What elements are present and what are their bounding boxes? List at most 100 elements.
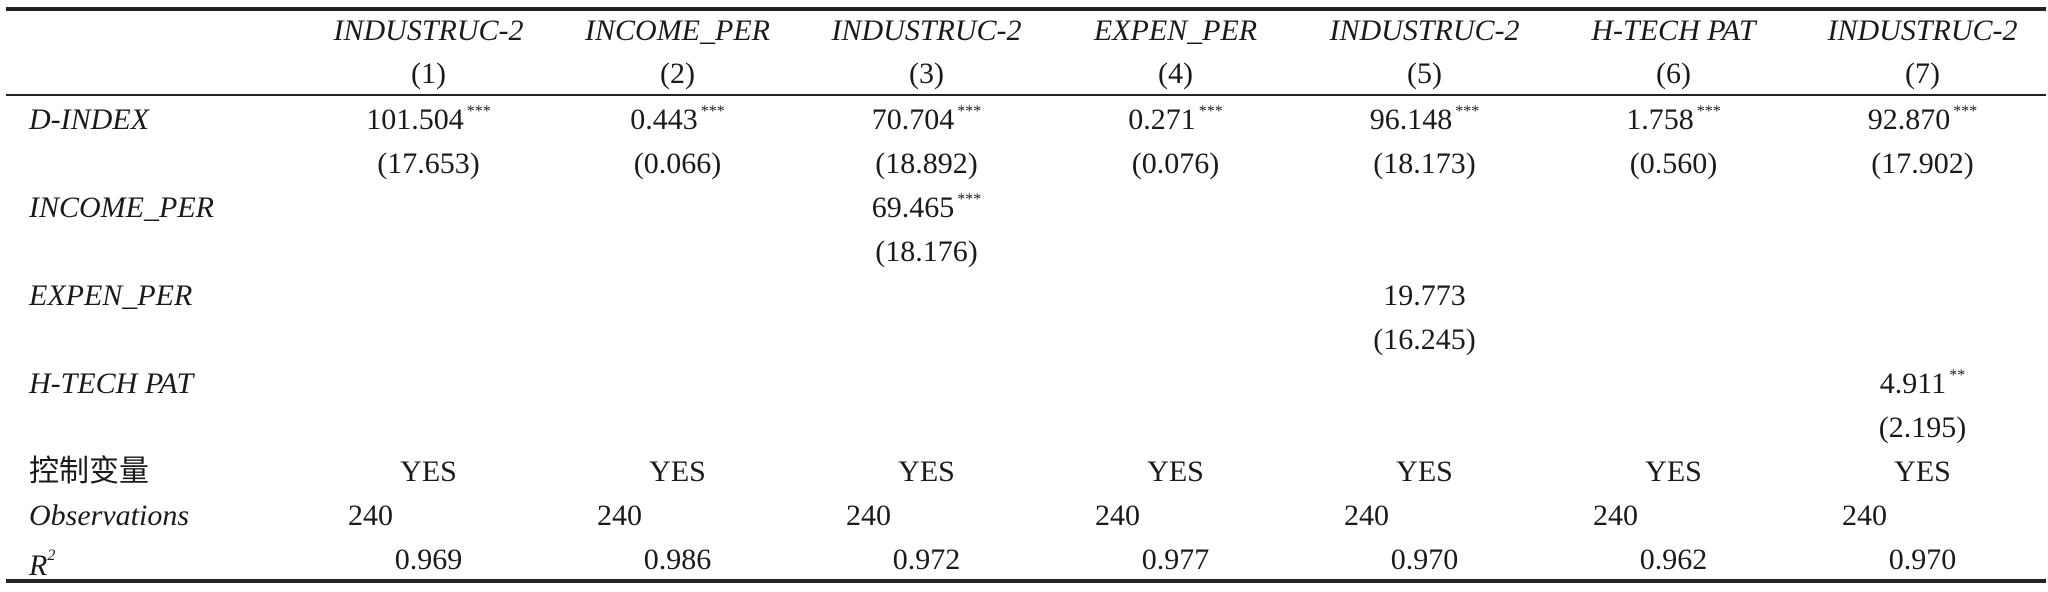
- table-row: 控制变量 YES YES YES YES YES YES YES: [0, 450, 2048, 494]
- table-cell: 240: [553, 494, 802, 538]
- significance-stars: ***: [466, 103, 491, 120]
- column-header: (4): [1158, 57, 1193, 90]
- table-cell: 96.148 ***: [1300, 98, 1549, 142]
- cell-value: 0.977: [1141, 543, 1210, 576]
- cell-value: YES: [898, 455, 955, 488]
- column-header: (1): [411, 57, 446, 90]
- cell-value: YES: [649, 455, 706, 488]
- cell-value: 0.443: [630, 103, 698, 136]
- cell-value: YES: [400, 455, 457, 488]
- cell-value: 0.972: [892, 543, 961, 576]
- column-header: INDUSTRUC-2: [831, 14, 1022, 47]
- cell-value: (18.892): [875, 147, 978, 180]
- header-row: INDUSTRUC-2 INCOME_PER INDUSTRUC-2 EXPEN_PE…: [0, 9, 2048, 53]
- cell-value: (0.066): [633, 147, 722, 180]
- column-header: (2): [660, 57, 695, 90]
- cell-value: 96.148: [1369, 103, 1453, 136]
- table-cell: (0.560): [1549, 142, 1798, 186]
- column-header: INDUSTRUC-2: [1329, 14, 1520, 47]
- table-cell: 0.443 ***: [553, 98, 802, 142]
- table-cell: (18.173): [1300, 142, 1549, 186]
- table-cell: (17.902): [1798, 142, 2047, 186]
- row-label: 控制变量: [29, 450, 149, 494]
- cell-value: (2.195): [1878, 411, 1967, 444]
- column-header: (7): [1905, 57, 1940, 90]
- table-cell: (18.892): [802, 142, 1051, 186]
- cell-value: (17.902): [1871, 147, 1974, 180]
- table-cell: 240: [1798, 494, 2047, 538]
- table-cell: 0.970: [1300, 538, 1549, 582]
- table-cell: 0.972: [802, 538, 1051, 582]
- table-cell: 4.911 **: [1798, 362, 2047, 406]
- superscript: 2: [47, 547, 56, 564]
- row-label-text: INCOME_PER: [29, 191, 214, 224]
- table-cell: 19.773: [1300, 274, 1549, 318]
- table-cell: 70.704 ***: [802, 98, 1051, 142]
- cell-value: (0.560): [1629, 147, 1718, 180]
- table-row: R2 0.969 0.986 0.972 0.977 0.970 0.962 0.970: [0, 538, 2048, 582]
- significance-stars: ***: [1455, 103, 1480, 120]
- cell-value: 0.271: [1128, 103, 1196, 136]
- table-cell: YES: [304, 450, 553, 494]
- table-cell: YES: [1798, 450, 2047, 494]
- cell-value: (16.245): [1373, 323, 1476, 356]
- cell-value: 240: [846, 499, 891, 532]
- cell-value: 4.911: [1879, 367, 1947, 400]
- row-label: INCOME_PER: [29, 186, 214, 230]
- significance-stars: ***: [957, 103, 982, 120]
- row-label-text: D-INDEX: [29, 103, 149, 136]
- significance-stars: ***: [1198, 103, 1223, 120]
- table-row: EXPEN_PER 19.773: [0, 274, 2048, 318]
- cell-value: 0.962: [1639, 543, 1708, 576]
- significance-stars: ***: [1953, 103, 1978, 120]
- cell-value: YES: [1396, 455, 1453, 488]
- table-cell: 0.986: [553, 538, 802, 582]
- row-label: H-TECH PAT: [29, 362, 193, 406]
- table-cell: 0.962: [1549, 538, 1798, 582]
- table-row: (17.653) (0.066) (18.892) (0.076) (18.173) (0…: [0, 142, 2048, 186]
- cell-value: YES: [1147, 455, 1204, 488]
- row-label-text: 控制变量: [29, 455, 149, 488]
- table-cell: 69.465 ***: [802, 186, 1051, 230]
- table-cell: 240: [1051, 494, 1300, 538]
- cell-value: (17.653): [377, 147, 480, 180]
- row-label: R2: [29, 538, 55, 588]
- significance-stars: ***: [1696, 103, 1721, 120]
- table-row: Observations 240 240 240 240 240 240 240: [0, 494, 2048, 538]
- cell-value: 19.773: [1383, 279, 1466, 312]
- cell-value: (18.176): [875, 235, 978, 268]
- table-cell: YES: [1300, 450, 1549, 494]
- column-header: H-TECH PAT: [1591, 14, 1756, 47]
- column-header: INDUSTRUC-2: [333, 14, 524, 47]
- significance-stars: ***: [700, 103, 725, 120]
- row-label: EXPEN_PER: [29, 274, 192, 318]
- table-cell: 240: [1300, 494, 1549, 538]
- column-header: (3): [909, 57, 944, 90]
- cell-value: 0.986: [643, 543, 712, 576]
- cell-value: 240: [1095, 499, 1140, 532]
- table-cell: 240: [802, 494, 1051, 538]
- cell-value: 1.758: [1626, 103, 1694, 136]
- table-cell: YES: [553, 450, 802, 494]
- table-cell: YES: [802, 450, 1051, 494]
- significance-stars: ***: [957, 191, 982, 208]
- cell-value: YES: [1894, 455, 1951, 488]
- table-cell: 240: [1549, 494, 1798, 538]
- table-cell: (2.195): [1798, 406, 2047, 450]
- table-cell: (16.245): [1300, 318, 1549, 362]
- top-rule: [6, 7, 2046, 11]
- cell-value: 70.704: [871, 103, 955, 136]
- header-row: (1) (2) (3) (4) (5) (6) (7): [0, 52, 2048, 96]
- cell-value: 0.970: [1888, 543, 1957, 576]
- table-cell: (17.653): [304, 142, 553, 186]
- table-cell: (0.076): [1051, 142, 1300, 186]
- cell-value: 0.969: [394, 543, 463, 576]
- table-cell: YES: [1051, 450, 1300, 494]
- table-cell: 1.758 ***: [1549, 98, 1798, 142]
- column-header: (6): [1656, 57, 1691, 90]
- table-cell: (18.176): [802, 230, 1051, 274]
- table-cell: 0.969: [304, 538, 553, 582]
- column-header: EXPEN_PER: [1093, 14, 1258, 47]
- row-label-text: R: [29, 549, 48, 582]
- row-label: D-INDEX: [29, 98, 149, 142]
